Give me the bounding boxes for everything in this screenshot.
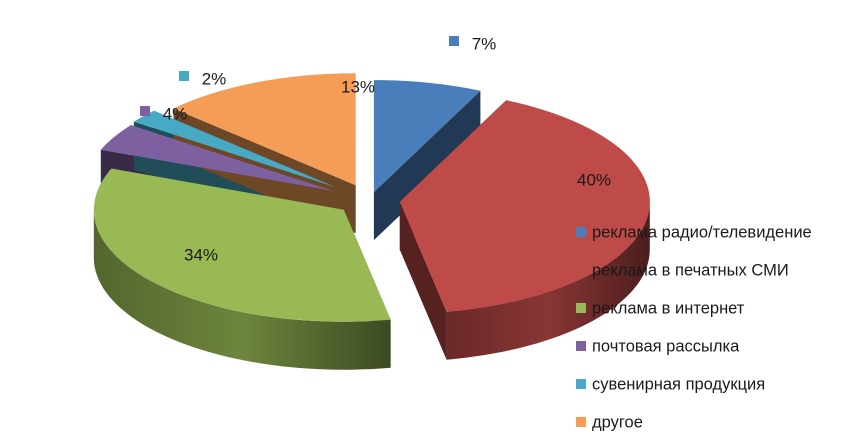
legend-label-souvenir: сувенирная продукция xyxy=(592,375,765,393)
slice-side-print xyxy=(446,201,650,360)
pie-slices xyxy=(93,73,650,322)
legend-label-other: другое xyxy=(592,413,643,431)
slice-internet xyxy=(93,168,391,322)
slice-mail xyxy=(100,125,334,191)
label-marker-tv xyxy=(449,36,459,46)
legend-label-print: реклама в печатных СМИ xyxy=(592,261,789,279)
legend-swatch-souvenir xyxy=(576,379,586,389)
legend-label-tv: реклама радио/телевидение xyxy=(592,223,812,241)
legend: реклама радио/телевидение реклама в печат… xyxy=(576,223,812,431)
data-label-other: 13% xyxy=(341,77,375,96)
data-label-internet: 34% xyxy=(184,245,218,264)
slice-other xyxy=(173,73,356,186)
data-label-tv: 7% xyxy=(472,34,497,53)
slice-wall-print-1 xyxy=(399,201,447,360)
label-marker-mail xyxy=(140,106,150,116)
data-label-print: 40% xyxy=(577,170,611,189)
slice-tv xyxy=(373,80,481,193)
legend-label-mail: почтовая рассылка xyxy=(592,337,740,355)
legend-swatch-print xyxy=(576,265,586,275)
label-marker-souvenir xyxy=(179,71,189,81)
legend-swatch-internet xyxy=(576,303,586,313)
legend-swatch-mail xyxy=(576,341,586,351)
legend-swatch-tv xyxy=(576,227,586,237)
data-labels: 7% 40% 34% 4% 2% 13% xyxy=(140,34,611,264)
slice-souvenir xyxy=(133,110,337,188)
legend-label-internet: реклама в интернет xyxy=(592,299,745,317)
legend-swatch-other xyxy=(576,417,586,427)
data-label-souvenir: 2% xyxy=(202,69,227,88)
slice-print xyxy=(399,100,650,312)
data-label-mail: 4% xyxy=(163,104,188,123)
slice-side-internet xyxy=(93,209,391,370)
